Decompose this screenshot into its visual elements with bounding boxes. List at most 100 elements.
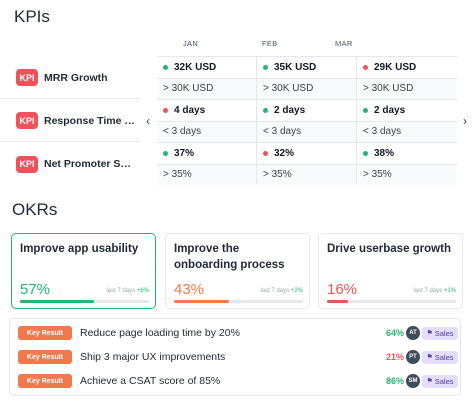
owner-avatar[interactable]: PT [406,350,420,364]
key-result-badge: Key Result [18,350,72,364]
kpi-row-response-time[interactable]: KPI Response Time to... [0,100,140,142]
column-divider [256,56,257,184]
okr-progress-fill [174,300,230,303]
okr-trend-delta: +2% [290,288,303,294]
key-result-row[interactable]: Key Result Achieve a CSAT score of 85% 86%… [10,370,462,392]
team-tag[interactable]: ⚑ Sales [422,374,458,388]
kpi-name: MRR Growth [44,71,108,84]
kpi-target-cell: < 3 days [157,121,256,142]
kpi-value: 29K USD [374,62,417,73]
okr-trend-label: last 7 days [413,288,443,294]
kpis-title: KPIs [14,7,50,26]
column-divider [356,56,357,184]
flag-icon: ⚑ [426,354,433,361]
team-tag[interactable]: ⚑ Sales [422,350,458,364]
okr-card[interactable]: Improve app usability 57% last 7 days +6% [11,233,156,309]
kpi-target: > 35% [263,169,292,180]
kpi-row-nps[interactable]: KPI Net Promoter Score [0,143,140,185]
team-tag[interactable]: ⚑ Sales [422,326,458,340]
kpi-value: 4 days [174,105,206,116]
kpi-target: < 3 days [163,126,202,137]
key-result-label: Achieve a CSAT score of 85% [80,375,221,387]
kpi-value-cell[interactable]: 35K USD [257,57,356,78]
key-result-badge: Key Result [18,326,72,340]
kpi-value: 35K USD [274,62,317,73]
kpi-target-cell: > 35% [157,164,256,185]
month-header-jan: JAN [183,39,199,48]
kpi-badge: KPI [16,155,38,173]
row-divider [157,142,457,143]
team-tag-label: Sales [434,352,454,362]
kpi-target-cell: > 35% [357,164,456,185]
kpi-table: KPI MRR Growth KPI Response Time to... K… [0,34,474,185]
kpi-target: > 35% [163,169,192,180]
kpi-target-cell: < 3 days [357,121,456,142]
month-header-mar: MAR [335,39,353,48]
kpi-value: 37% [174,148,195,159]
kpi-value: 32K USD [174,62,217,73]
chevron-left-icon[interactable]: ‹ [146,114,150,128]
kpi-badge: KPI [16,112,38,129]
key-result-badge: Key Result [18,374,72,388]
key-results-list: Key Result Reduce page loading time by 20… [9,318,461,396]
okr-progress-track [20,300,149,303]
key-result-label: Reduce page loading time by 20% [80,327,240,339]
kpi-value-cell[interactable]: 32K USD [157,57,256,78]
kpi-value: 2 days [374,105,406,116]
owner-avatar[interactable]: AT [406,326,420,340]
okr-trend: last 7 days +2% [260,288,303,294]
okr-trend-label: last 7 days [106,288,136,294]
status-dot [163,151,168,156]
key-result-row[interactable]: Key Result Reduce page loading time by 20… [10,322,462,344]
kpi-value-cell[interactable]: 37% [157,143,256,164]
kpi-value-cell[interactable]: 32% [257,143,356,164]
kpi-values-grid: JAN FEB MAR 32K USD > 30K USD 35K USD > 30K… [157,34,457,185]
okr-progress-fill [327,300,348,303]
kpi-value-cell[interactable]: 38% [357,143,456,164]
okr-progress-track [327,300,456,303]
okr-trend: last 7 days +1% [413,288,456,294]
owner-avatar[interactable]: SM [406,374,420,388]
kpi-target: < 3 days [363,126,402,137]
key-result-percent: 86% [385,376,404,386]
okr-trend-delta: +1% [443,288,456,294]
header-divider [157,56,457,57]
okrs-title: OKRs [12,200,58,219]
okr-trend: last 7 days +6% [106,288,149,294]
kpi-name: Response Time to... [44,114,136,127]
kpi-value-cell[interactable]: 2 days [357,100,456,121]
row-divider [157,99,457,100]
okr-percent: 16% [327,281,358,298]
kpi-target: > 30K USD [363,83,414,94]
kpi-target: > 30K USD [163,83,214,94]
okr-card[interactable]: Drive userbase growth 16% last 7 days +1% [318,233,463,309]
kpi-value: 32% [274,148,295,159]
kpi-value: 38% [374,148,395,159]
status-dot [263,108,268,113]
key-result-percent: 21% [385,352,404,362]
okr-card[interactable]: Improve the onboarding process 43% last 7 … [165,233,310,309]
key-result-percent: 64% [385,328,404,338]
kpi-target: > 30K USD [263,83,314,94]
kpi-row-mrr[interactable]: KPI MRR Growth [0,57,140,99]
flag-icon: ⚑ [426,330,433,337]
status-dot [363,108,368,113]
key-result-row[interactable]: Key Result Ship 3 major UX improvements 21… [10,346,462,368]
month-header-feb: FEB [262,39,278,48]
status-dot [363,65,368,70]
kpi-value-cell[interactable]: 4 days [157,100,256,121]
kpi-value-cell[interactable]: 2 days [257,100,356,121]
flag-icon: ⚑ [426,378,433,385]
row-divider [157,121,457,122]
chevron-right-icon[interactable]: › [463,114,467,128]
row-divider [157,78,457,79]
okr-title: Improve the onboarding process [174,243,285,272]
team-tag-label: Sales [434,376,454,386]
kpi-value-cell[interactable]: 29K USD [357,57,456,78]
kpi-badge: KPI [16,69,38,86]
row-divider [157,164,457,165]
okr-percent: 57% [20,281,51,298]
okr-title: Improve app usability [20,243,139,255]
status-dot [163,65,168,70]
okr-trend-label: last 7 days [260,288,290,294]
